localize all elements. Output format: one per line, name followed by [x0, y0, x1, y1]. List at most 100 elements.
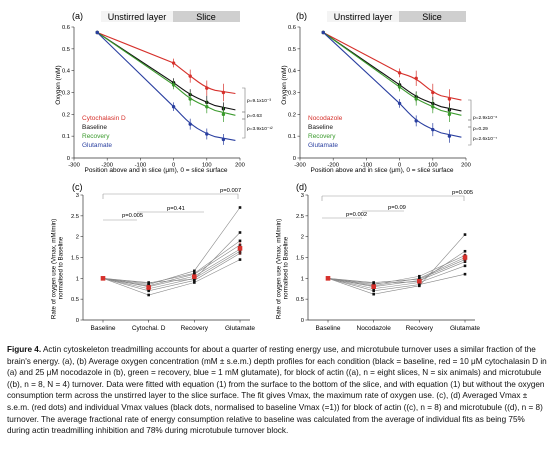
y-tick-label: 0.4	[62, 69, 71, 75]
panel-b-unstirred-band	[327, 11, 399, 22]
individual-line	[102, 244, 241, 287]
data-point-glutamate	[188, 122, 192, 126]
individual-line	[102, 240, 241, 284]
panel-b-unstirred-label: Unstirred layer	[334, 12, 393, 22]
fit-curve-glutamate	[96, 32, 236, 141]
x-tick-label: 100	[202, 163, 212, 169]
mean-point	[462, 255, 468, 260]
panel-d-ylabel: Rate of oxygen use (Vmax, mM/min) normal…	[276, 217, 290, 319]
panel-b-plot: -300 -200 -100 0 100 200 0 0.1 0.2 0.3 0.4 0.5 0.6	[288, 25, 471, 169]
x-tick-label: 0	[398, 163, 401, 169]
individual-line	[327, 261, 466, 287]
x-tick-label: 100	[428, 163, 438, 169]
x-tick-label: Recovery	[181, 325, 209, 332]
legend-b-baseline: Baseline	[308, 124, 333, 131]
individual-point	[193, 281, 196, 284]
panel-c-ylabel-line2: normalised to Baseline	[58, 236, 65, 299]
individual-line	[327, 251, 466, 284]
x-tick-label: Baseline	[316, 325, 341, 332]
individual-line	[102, 248, 241, 287]
individual-line	[102, 232, 241, 283]
y-tick-label: 0	[301, 318, 304, 324]
y-tick-label: 2.5	[71, 214, 79, 220]
legend-a-baseline: Baseline	[82, 124, 107, 131]
data-point-recovery	[397, 85, 402, 89]
panel-b-ylabel: Oxygen (mM)	[281, 65, 288, 104]
individual-point	[372, 289, 375, 293]
figure-caption: Figure 4. Actin cytoskeleton treadmillin…	[7, 344, 547, 437]
data-point-drug	[414, 76, 418, 81]
panel-d-p3: p=0.002	[346, 212, 367, 218]
panel-b-letter: (b)	[296, 11, 307, 21]
legend-a-drug: Cytochalasin D	[82, 115, 126, 122]
panel-b-slice-label: Slice	[422, 12, 442, 22]
panel-c: (c) Rate of oxygen use (Vmax, mM/min) no…	[51, 182, 256, 332]
fit-curve-baseline	[322, 32, 462, 112]
mean-point	[100, 276, 106, 281]
individual-line	[327, 265, 466, 290]
y-tick-label: 0.1	[62, 134, 70, 140]
fit-curve-drug	[322, 31, 462, 101]
panel-b-pvalues: p=2.9x10⁻⁶ p=0.29 p=2.6x10⁻⁷	[468, 99, 497, 146]
mean-point	[146, 285, 151, 290]
y-tick-label: 0.6	[62, 25, 70, 31]
individual-point	[238, 258, 242, 261]
data-point-drug	[221, 90, 226, 95]
panel-c-plot: 0 0.5 1 1.5 2 2.5 3 Baseline Cytochal. D Recovery…	[71, 193, 255, 332]
fit-curve-recovery	[322, 32, 462, 116]
data-point-glutamate	[205, 132, 209, 136]
legend-a-recovery: Recovery	[82, 133, 110, 140]
individual-point	[193, 269, 196, 273]
fit-curve-baseline	[96, 31, 236, 111]
x-tick-label: -100	[361, 163, 373, 169]
y-tick-label: 0	[67, 156, 70, 162]
individual-point	[463, 272, 467, 276]
panel-a-slice-label: Slice	[196, 12, 216, 22]
panel-a-ylabel: Oxygen (mM)	[55, 65, 62, 104]
individual-line	[102, 207, 241, 285]
individual-point	[193, 277, 196, 281]
individual-point	[147, 293, 150, 297]
data-point-glutamate	[414, 119, 418, 123]
y-tick-label: 0.5	[296, 297, 304, 303]
mean-point	[371, 284, 376, 289]
y-tick-label: 0.3	[62, 91, 70, 97]
caption-text: Actin cytoskeleton treadmilling accounts…	[7, 345, 547, 436]
fit-curve-recovery	[96, 32, 236, 116]
individual-point	[238, 239, 242, 243]
panel-a-pvalues: p=9.1x10⁻³ p=0.63 p=3.9x10⁻¹²	[242, 87, 273, 139]
data-point-recovery	[431, 104, 435, 109]
individual-line	[102, 250, 241, 290]
y-tick-label: 0	[293, 156, 296, 162]
panel-d-p1: p=0.005	[452, 190, 473, 196]
individual-point	[418, 283, 421, 286]
individual-point	[238, 231, 242, 234]
data-point-drug	[188, 74, 192, 78]
panel-b-p2: p=0.29	[473, 126, 488, 132]
panel-a: (a) Unstirred layer Slice Oxygen (mM) -3…	[55, 11, 273, 174]
y-tick-label: 3	[76, 193, 79, 199]
data-point-glutamate	[171, 104, 176, 109]
x-tick-label: -300	[68, 163, 80, 169]
caption-title: Figure 4.	[7, 345, 42, 354]
data-point-recovery	[414, 97, 418, 101]
individual-line	[327, 259, 466, 283]
legend-a-glutamate: Glutamate	[82, 142, 112, 149]
x-tick-label: 200	[235, 163, 245, 169]
panel-c-letter: (c)	[72, 182, 83, 192]
y-tick-label: 0.6	[288, 25, 296, 31]
mean-point	[417, 278, 422, 284]
individual-point	[463, 264, 467, 268]
x-tick-label: Cytochal. D	[132, 325, 166, 332]
panel-d: (d) Rate of oxygen use (Vmax, mM/min) no…	[276, 182, 481, 332]
individual-point	[147, 281, 150, 284]
data-point-recovery	[447, 112, 452, 117]
y-tick-label: 2	[301, 235, 304, 241]
y-tick-label: 2	[76, 235, 79, 241]
data-point-recovery	[205, 104, 209, 109]
panel-d-plot: 0 0.5 1 1.5 2 2.5 3 Baseline Nocodazole Recovery G…	[296, 193, 480, 332]
panel-c-ylabel-line1: Rate of oxygen use (Vmax, mM/min)	[51, 219, 58, 319]
panel-a-letter: (a)	[72, 11, 83, 21]
fit-curve-drug	[97, 31, 236, 95]
panel-a-unstirred-band	[101, 11, 173, 22]
